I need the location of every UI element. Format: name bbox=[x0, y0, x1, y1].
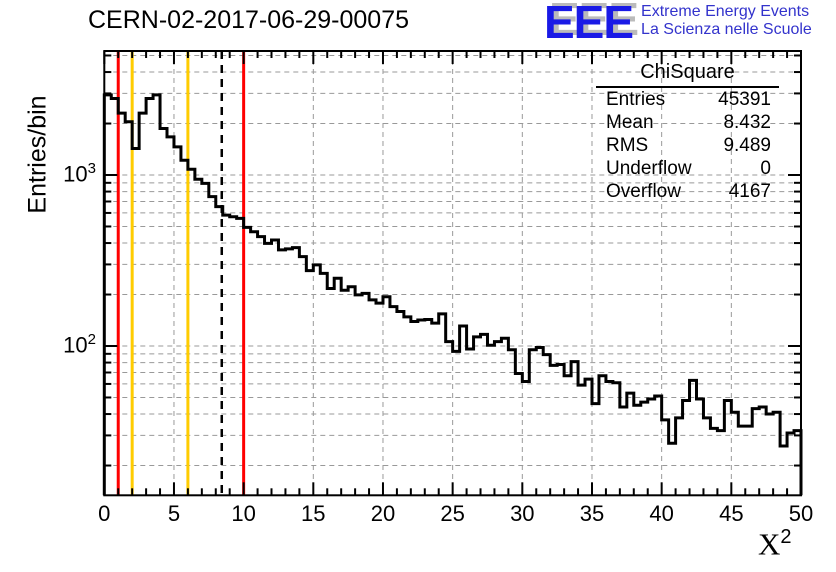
y-tick-label-base: 10 bbox=[63, 332, 88, 358]
stat-label: Mean bbox=[606, 112, 654, 133]
stats-row-rms: RMS 9.489 bbox=[596, 134, 779, 157]
stat-label: Overflow bbox=[606, 181, 681, 202]
y-tick-label: 103 bbox=[52, 160, 96, 187]
eee-logo: EEE Extreme Energy Events La Scienza nel… bbox=[544, 0, 812, 48]
x-tick-label: 30 bbox=[510, 501, 535, 526]
x-tick-label: 5 bbox=[167, 501, 181, 526]
stats-row-entries: Entries 45391 bbox=[596, 88, 779, 111]
x-tick-label: 15 bbox=[301, 501, 326, 526]
x-tick-label: 20 bbox=[370, 501, 396, 526]
stats-row-overflow: Overflow 4167 bbox=[596, 180, 779, 203]
x-axis-title-exponent: 2 bbox=[780, 526, 792, 548]
y-tick-label: 102 bbox=[52, 331, 96, 358]
page-title: CERN-02-2017-06-29-00075 bbox=[88, 6, 410, 34]
x-tick-label: 50 bbox=[788, 501, 814, 526]
x-tick-label: 35 bbox=[579, 501, 605, 526]
x-axis-title-base: X bbox=[758, 526, 781, 562]
x-tick-label: 25 bbox=[440, 501, 465, 526]
eee-logo-line2: La Scienza nelle Scuole bbox=[641, 21, 812, 38]
stats-box: ChiSquare Entries 45391 Mean 8.432 RMS 9… bbox=[596, 59, 779, 203]
x-tick-label: 0 bbox=[98, 501, 111, 526]
histogram-step-line bbox=[102, 93, 803, 496]
x-tick-label: 40 bbox=[649, 501, 674, 526]
stat-label: RMS bbox=[606, 135, 649, 156]
stat-value: 0 bbox=[760, 158, 771, 179]
eee-logo-text: Extreme Energy Events La Scienza nelle S… bbox=[641, 0, 812, 39]
stat-label: Entries bbox=[606, 89, 666, 110]
stat-value: 45391 bbox=[718, 89, 771, 110]
eee-logo-acronym: EEE bbox=[544, 0, 634, 48]
stat-value: 4167 bbox=[728, 181, 771, 202]
y-tick-label-base: 10 bbox=[63, 161, 88, 187]
stat-value: 9.489 bbox=[723, 135, 771, 156]
stat-label: Underflow bbox=[606, 158, 692, 179]
x-tick-label: 10 bbox=[231, 501, 256, 526]
x-tick-label: 45 bbox=[719, 501, 744, 526]
y-tick-label-exponent: 2 bbox=[87, 331, 96, 348]
stat-value: 8.432 bbox=[723, 112, 771, 133]
eee-logo-line1: Extreme Energy Events bbox=[641, 3, 810, 20]
stats-row-mean: Mean 8.432 bbox=[596, 111, 779, 134]
y-axis-title: Entries/bin bbox=[23, 95, 52, 214]
x-axis-title: X2 bbox=[758, 526, 792, 562]
stats-box-title: ChiSquare bbox=[596, 59, 779, 88]
y-tick-label-exponent: 3 bbox=[87, 160, 96, 177]
stats-row-underflow: Underflow 0 bbox=[596, 157, 779, 180]
